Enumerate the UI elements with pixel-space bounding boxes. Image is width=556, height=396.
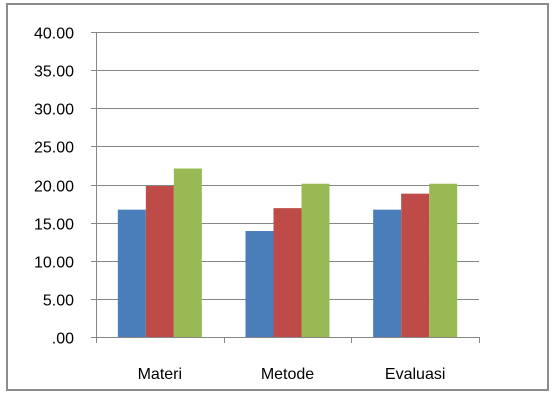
bar xyxy=(401,193,430,337)
bar xyxy=(117,209,146,337)
y-tick-label: 5.00 xyxy=(43,293,74,310)
y-tick-label: 10.00 xyxy=(34,255,74,272)
y-tick-label: 35.00 xyxy=(34,64,74,81)
bar xyxy=(301,183,330,337)
bars xyxy=(117,168,458,337)
labels: 40.00 35.00 30.00 25.00 20.00 15.00 10.00 5.00.… xyxy=(34,26,445,384)
bar xyxy=(429,183,458,337)
y-tick-label: 30.00 xyxy=(34,102,74,119)
bar xyxy=(173,168,202,337)
category-label: Materi xyxy=(138,366,182,383)
bar xyxy=(245,231,274,337)
y-tick-label: 25.00 xyxy=(34,140,74,157)
y-tick-label: 15.00 xyxy=(34,217,74,234)
bar xyxy=(373,209,402,337)
y-tick-label: .00 xyxy=(52,331,74,348)
axes xyxy=(91,32,480,343)
bar xyxy=(145,186,174,337)
bar xyxy=(273,208,302,337)
y-tick-label: 20.00 xyxy=(34,179,74,196)
category-label: Evaluasi xyxy=(385,366,445,383)
y-tick-label: 40.00 xyxy=(34,26,74,43)
category-label: Metode xyxy=(261,366,314,383)
